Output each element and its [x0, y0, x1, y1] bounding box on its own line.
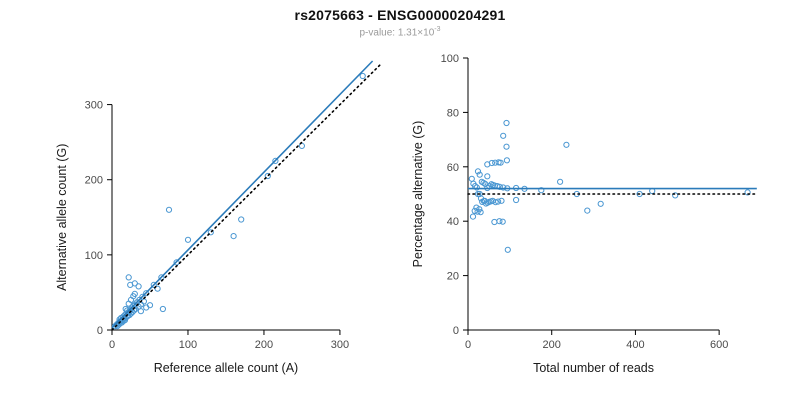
data-point — [137, 308, 144, 315]
data-point — [230, 233, 237, 240]
y-tick-label: 20 — [447, 271, 459, 283]
y-tick-label: 100 — [441, 53, 459, 65]
data-point — [130, 293, 137, 300]
x-tick-label: 0 — [109, 339, 115, 351]
data-point — [207, 229, 214, 236]
x-tick-label: 400 — [626, 339, 644, 351]
data-point — [122, 305, 129, 313]
data-point — [500, 132, 507, 139]
x-axis-label: Total number of reads — [533, 361, 654, 375]
data-point — [484, 173, 491, 180]
x-axis-label: Reference allele count (A) — [154, 361, 299, 375]
data-point — [563, 141, 570, 148]
data-point — [154, 285, 161, 292]
data-point — [135, 283, 142, 290]
y-tick-label: 40 — [447, 216, 459, 228]
data-point — [496, 218, 503, 225]
x-tick-label: 600 — [710, 339, 728, 351]
data-point — [513, 196, 520, 204]
data-point — [504, 246, 511, 253]
data-point — [474, 190, 482, 198]
data-point — [359, 72, 366, 80]
data-point — [503, 143, 510, 150]
y-tick-label: 300 — [85, 100, 103, 112]
data-point — [495, 159, 502, 166]
pvalue-exponent: -3 — [434, 26, 441, 33]
chart-title: rs2075663 - ENSG00000204291 — [294, 7, 506, 23]
data-point — [503, 157, 510, 164]
data-point — [597, 200, 604, 207]
data-point — [672, 192, 679, 199]
figure-header: rs2075663 - ENSG00000204291 p-value: 1.3… — [0, 7, 800, 38]
x-tick-label: 200 — [543, 339, 561, 351]
data-point — [272, 157, 279, 164]
y-tick-label: 60 — [447, 162, 459, 174]
data-point — [492, 199, 499, 206]
data-point — [538, 187, 545, 194]
data-point — [473, 184, 480, 191]
y-tick-label: 0 — [453, 325, 459, 337]
data-point — [125, 274, 132, 281]
data-point — [584, 207, 591, 214]
y-tick-label: 100 — [85, 250, 103, 262]
data-point — [165, 206, 173, 213]
data-point — [184, 236, 192, 243]
data-point — [744, 189, 751, 196]
data-point — [496, 183, 503, 190]
data-point — [150, 281, 157, 288]
plot-right: 0 200 400 600 0 20 40 60 80 100 Total number of re… — [411, 53, 758, 375]
data-point — [476, 171, 483, 178]
y-tick-label: 80 — [447, 107, 459, 119]
data-point — [158, 274, 165, 281]
y-axis-label: Percentage alternative (G) — [411, 121, 425, 268]
y-tick-label: 200 — [85, 175, 103, 187]
data-point — [173, 259, 180, 266]
data-point — [557, 178, 564, 185]
identity-line — [111, 62, 383, 331]
x-tick-label: 100 — [179, 339, 197, 351]
chart-subtitle: p-value: 1.31×10-3 — [0, 26, 800, 38]
data-point — [469, 213, 477, 220]
fit-line — [111, 60, 374, 329]
x-tick-label: 200 — [255, 339, 273, 351]
y-axis-label: Alternative allele count (G) — [55, 144, 69, 291]
y-tick-label: 0 — [97, 325, 103, 337]
data-point — [499, 218, 506, 225]
data-point — [484, 161, 491, 168]
data-point — [498, 197, 505, 204]
pvalue-text: p-value: 1.31×10 — [359, 27, 435, 39]
data-point — [146, 302, 154, 309]
data-point — [503, 119, 510, 127]
data-point — [476, 206, 483, 213]
plot-left: 0 100 200 300 0 100 200 300 Reference allele cou… — [55, 60, 383, 375]
data-point — [495, 198, 502, 205]
data-point — [500, 184, 507, 191]
data-point — [264, 172, 271, 180]
x-tick-label: 300 — [331, 339, 349, 351]
data-point — [159, 305, 166, 313]
data-point — [474, 168, 482, 175]
data-point — [238, 216, 245, 223]
x-tick-label: 0 — [465, 339, 471, 351]
data-point — [491, 218, 498, 226]
data-point — [131, 280, 138, 287]
data-point — [477, 209, 484, 216]
